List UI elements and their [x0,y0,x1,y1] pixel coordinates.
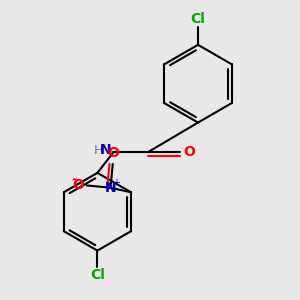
Text: O: O [183,145,195,159]
Text: Cl: Cl [190,12,206,26]
Text: +: + [112,178,120,188]
Text: H: H [94,144,104,157]
Text: O: O [107,146,119,160]
Text: N: N [100,143,112,158]
Text: O: O [72,178,84,192]
Text: Cl: Cl [90,268,105,282]
Text: -: - [71,173,76,187]
Text: N: N [105,181,116,195]
